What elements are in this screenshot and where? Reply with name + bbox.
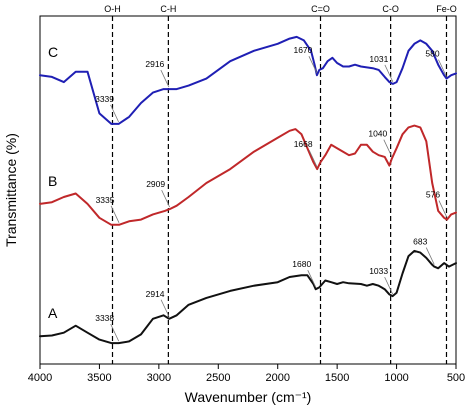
x-tick-label-2: 3000 (147, 372, 171, 384)
series-line-c (39, 35, 457, 125)
x-tick-label-6: 1000 (384, 372, 408, 384)
annotation-label-a-0: 3338 (95, 313, 114, 323)
annotation-leader-b-1 (161, 189, 171, 208)
series-label-a: A (48, 305, 58, 321)
annotation-leader-a-0 (110, 323, 120, 342)
annotation-leader-c-4 (438, 59, 447, 77)
series-label-c: C (48, 44, 58, 60)
annotation-label-a-1: 2914 (146, 289, 165, 299)
annotation-leader-b-0 (110, 205, 120, 223)
annotation-label-c-4: 580 (425, 49, 439, 59)
annotation-label-c-0: 3339 (95, 94, 114, 104)
annotation-leader-c-0 (110, 104, 119, 123)
series-line-b (39, 124, 457, 226)
annotation-label-c-1: 2916 (145, 59, 164, 69)
reference-line-label-0: O-H (104, 4, 121, 14)
annotation-leader-c-2 (308, 55, 318, 74)
annotation-leader-b-2 (308, 149, 318, 168)
annotation-label-c-3: 1031 (369, 54, 388, 64)
x-tick-label-7: 500 (447, 372, 465, 384)
annotation-label-a-4: 683 (413, 237, 427, 247)
x-tick-label-4: 2000 (265, 372, 289, 384)
annotation-leader-a-1 (160, 299, 170, 317)
annotation-leader-c-3 (384, 64, 394, 83)
y-axis-label: Transmittance (%) (3, 133, 19, 247)
x-tick-label-0: 4000 (28, 372, 52, 384)
reference-line-label-4: Fe-O (436, 4, 457, 14)
peak-annotations: 3339 2916 1670 1031 580 3335 2909 1668 1040 576 33… (95, 45, 448, 342)
spectra-curves (39, 35, 457, 345)
x-tick-label-3: 2500 (206, 372, 230, 384)
x-axis: 4000 3500 3000 2500 2000 1500 1000 500 (28, 364, 465, 384)
series-label-b: B (48, 173, 57, 189)
reference-lines: O-H C-H C=O C-O Fe-O (104, 4, 457, 364)
annotation-label-a-3: 1033 (369, 266, 388, 276)
annotation-label-b-4: 576 (426, 190, 440, 200)
annotation-label-a-2: 1680 (292, 259, 311, 269)
x-axis-label: Wavenumber (cm⁻¹) (185, 389, 312, 405)
annotation-label-b-3: 1040 (368, 129, 387, 139)
reference-line-label-2: C=O (311, 4, 330, 14)
annotation-label-b-2: 1668 (294, 139, 313, 149)
annotation-label-b-0: 3335 (96, 195, 115, 205)
x-tick-label-1: 3500 (87, 372, 111, 384)
annotation-leader-a-3 (384, 276, 394, 295)
series-line-a (39, 249, 457, 345)
annotation-leader-a-2 (307, 270, 317, 288)
x-tick-label-5: 1500 (325, 372, 349, 384)
annotation-leader-c-1 (160, 69, 170, 88)
annotation-label-b-1: 2909 (146, 179, 165, 189)
annotation-leader-b-3 (383, 139, 393, 157)
series-labels: C B A (48, 44, 58, 321)
reference-line-label-1: C-H (160, 4, 176, 14)
annotation-label-c-2: 1670 (293, 45, 312, 55)
annotation-leader-a-4 (425, 247, 435, 265)
plot-frame (39, 15, 457, 365)
reference-line-label-3: C-O (382, 4, 399, 14)
annotation-leader-b-4 (438, 200, 448, 218)
